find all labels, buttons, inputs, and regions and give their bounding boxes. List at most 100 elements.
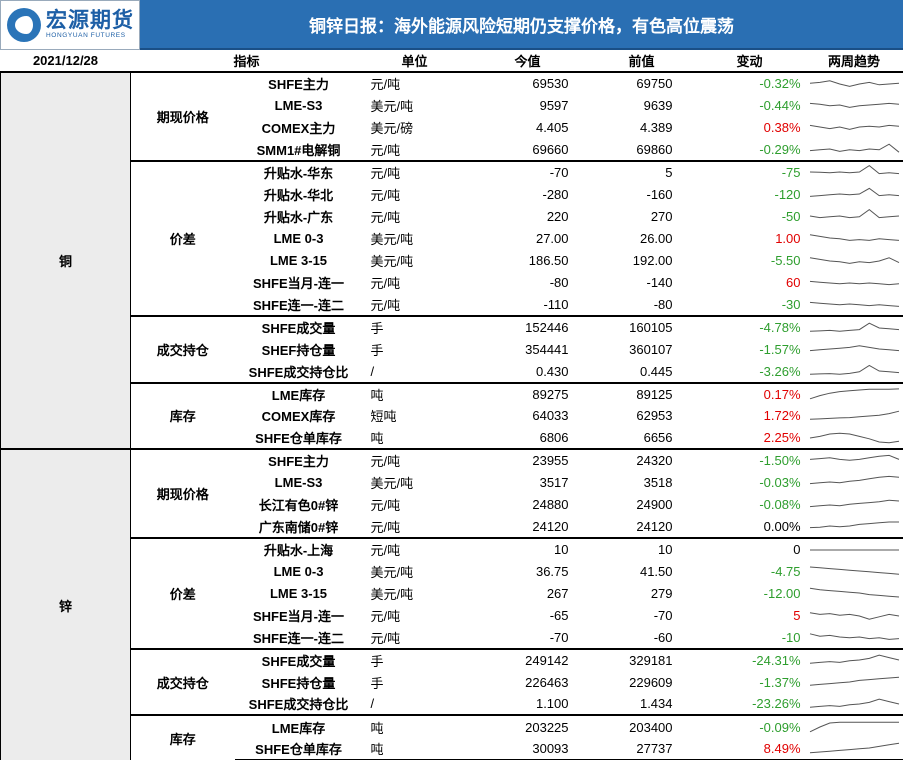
change-value: 0.17%	[694, 381, 805, 405]
trend-sparkline	[805, 250, 903, 272]
unit-cell: 手	[370, 342, 384, 358]
indicator-name: LME库存	[234, 381, 363, 405]
current-value: 24880	[532, 497, 569, 513]
current-value: 3517	[539, 474, 569, 490]
table-row: SHFE当月-连一 元/吨 -65 -70 5	[1, 605, 903, 627]
sparkline-path	[809, 432, 899, 443]
current-value: 152446	[466, 315, 589, 339]
unit-cell: 元/吨	[370, 276, 401, 292]
header-previous: 前值	[588, 50, 695, 73]
previous-value: 24900	[636, 497, 673, 513]
indicator-name: LME 3-15	[269, 253, 328, 269]
sparkline-chart	[809, 633, 899, 641]
sparkline-path	[809, 143, 899, 153]
table-row: LME-S3 美元/吨 9597 9639 -0.44%	[1, 94, 903, 116]
sparkline-path	[809, 388, 899, 400]
unit-cell: 吨	[362, 714, 467, 738]
unit-cell: 短吨	[370, 409, 397, 425]
table-row: LME 0-3 美元/吨 36.75 41.50 -4.75	[1, 560, 903, 582]
sparkline-chart	[809, 521, 899, 529]
unit-cell: 元/吨	[362, 70, 467, 95]
unit-cell: 元/吨	[370, 142, 401, 158]
trend-sparkline	[805, 516, 903, 538]
sparkline-chart	[809, 432, 899, 443]
table-row: SHEF持仓量 手 354441 360107 -1.57%	[1, 338, 903, 360]
sparkline-path	[809, 566, 899, 575]
table-row: SHFE连一-连二 元/吨 -70 -60 -10	[1, 627, 903, 649]
indicator-name: SHFE主力	[234, 70, 363, 95]
previous-value: 0.445	[639, 363, 673, 379]
current-value: 249142	[466, 647, 589, 672]
trend-sparkline	[805, 294, 903, 316]
current-value: -70	[466, 159, 589, 183]
logo-english-text: HONGYUAN FUTURES	[46, 32, 126, 39]
current-value: 220	[546, 208, 569, 224]
change-value: -0.09%	[694, 714, 805, 738]
sparkline-chart	[809, 364, 899, 375]
current-value: 0.430	[535, 363, 569, 379]
table-row: 成交持仓 SHFE成交量手 152446 160105 -4.78%	[1, 315, 903, 383]
group-label: 期现价格	[130, 448, 235, 538]
sparkline-path	[809, 633, 899, 641]
indicator-name: LME库存	[234, 714, 363, 738]
trend-sparkline	[805, 627, 903, 649]
current-value: 30093	[466, 737, 589, 761]
sparkline-chart	[809, 655, 899, 665]
trend-sparkline	[805, 671, 903, 693]
indicator-name: 升贴水-上海	[234, 536, 363, 561]
previous-value: -140	[646, 275, 673, 291]
trend-sparkline	[804, 381, 903, 405]
indicator-name: SHFE成交持仓比	[248, 364, 349, 380]
table-row: 铜期现价格 SHFE主力 元/吨 69530 69750 -0.32%	[0, 70, 903, 450]
table-body: 铜期现价格 SHFE主力 元/吨 69530 69750 -0.32% LME-S3 美元/吨…	[0, 70, 903, 761]
unit-cell: 元/吨	[370, 187, 401, 203]
trend-sparkline	[805, 272, 903, 294]
trend-sparkline	[805, 205, 903, 227]
sparkline-path	[809, 499, 899, 507]
sparkline-path	[809, 209, 899, 219]
current-value: -65	[549, 608, 569, 624]
sparkline-path	[809, 165, 899, 175]
header-trend: 两周趋势	[804, 50, 903, 73]
unit-cell: 手	[362, 315, 467, 339]
trend-sparkline	[805, 693, 903, 715]
change-value: -1.50%	[694, 448, 805, 472]
unit-cell: 元/吨	[370, 498, 401, 514]
trend-sparkline	[804, 536, 903, 561]
change-value: -12.00	[763, 585, 801, 601]
current-value: 9597	[539, 97, 569, 113]
change-value: 0.38%	[763, 119, 801, 135]
table-row: COMEX主力 美元/磅 4.405 4.389 0.38%	[1, 116, 903, 138]
trend-sparkline	[805, 560, 903, 582]
sparkline-path	[809, 721, 899, 733]
indicator-name: LME-S3	[274, 97, 323, 113]
indicator-name: SHFE主力	[234, 448, 363, 472]
trend-sparkline	[805, 227, 903, 249]
change-value: -0.32%	[694, 70, 805, 95]
unit-cell: 美元/吨	[370, 98, 414, 114]
change-value: 8.49%	[694, 737, 805, 761]
change-value: 5	[793, 608, 801, 624]
previous-value: 69750	[588, 70, 695, 95]
current-value: 203225	[466, 714, 589, 738]
logo-chinese-text: 宏源期货	[46, 9, 134, 32]
sparkline-chart	[809, 588, 899, 598]
sparkline-chart	[809, 698, 899, 708]
unit-cell: 吨	[362, 737, 467, 761]
current-value: -280	[542, 186, 569, 202]
previous-value: 10	[588, 536, 695, 561]
sparkline-path	[809, 79, 899, 87]
indicator-name: 长江有色0#锌	[258, 498, 339, 514]
sparkline-chart	[809, 322, 899, 332]
change-value: 0	[694, 536, 805, 561]
unit-cell: 元/吨	[362, 536, 467, 561]
indicator-name: 升贴水-华北	[263, 187, 334, 203]
indicator-name: SHFE连一-连二	[253, 297, 345, 313]
table-row: 长江有色0#锌 元/吨 24880 24900 -0.08%	[1, 494, 903, 516]
unit-cell: /	[370, 363, 375, 379]
table-row: SMM1#电解铜 元/吨 69660 69860 -0.29%	[1, 139, 903, 161]
indicator-name: LME 0-3	[273, 563, 324, 579]
unit-cell: 元/吨	[370, 630, 401, 646]
table-row: SHFE连一-连二 元/吨 -110 -80 -30	[1, 294, 903, 316]
trend-sparkline	[804, 70, 903, 95]
